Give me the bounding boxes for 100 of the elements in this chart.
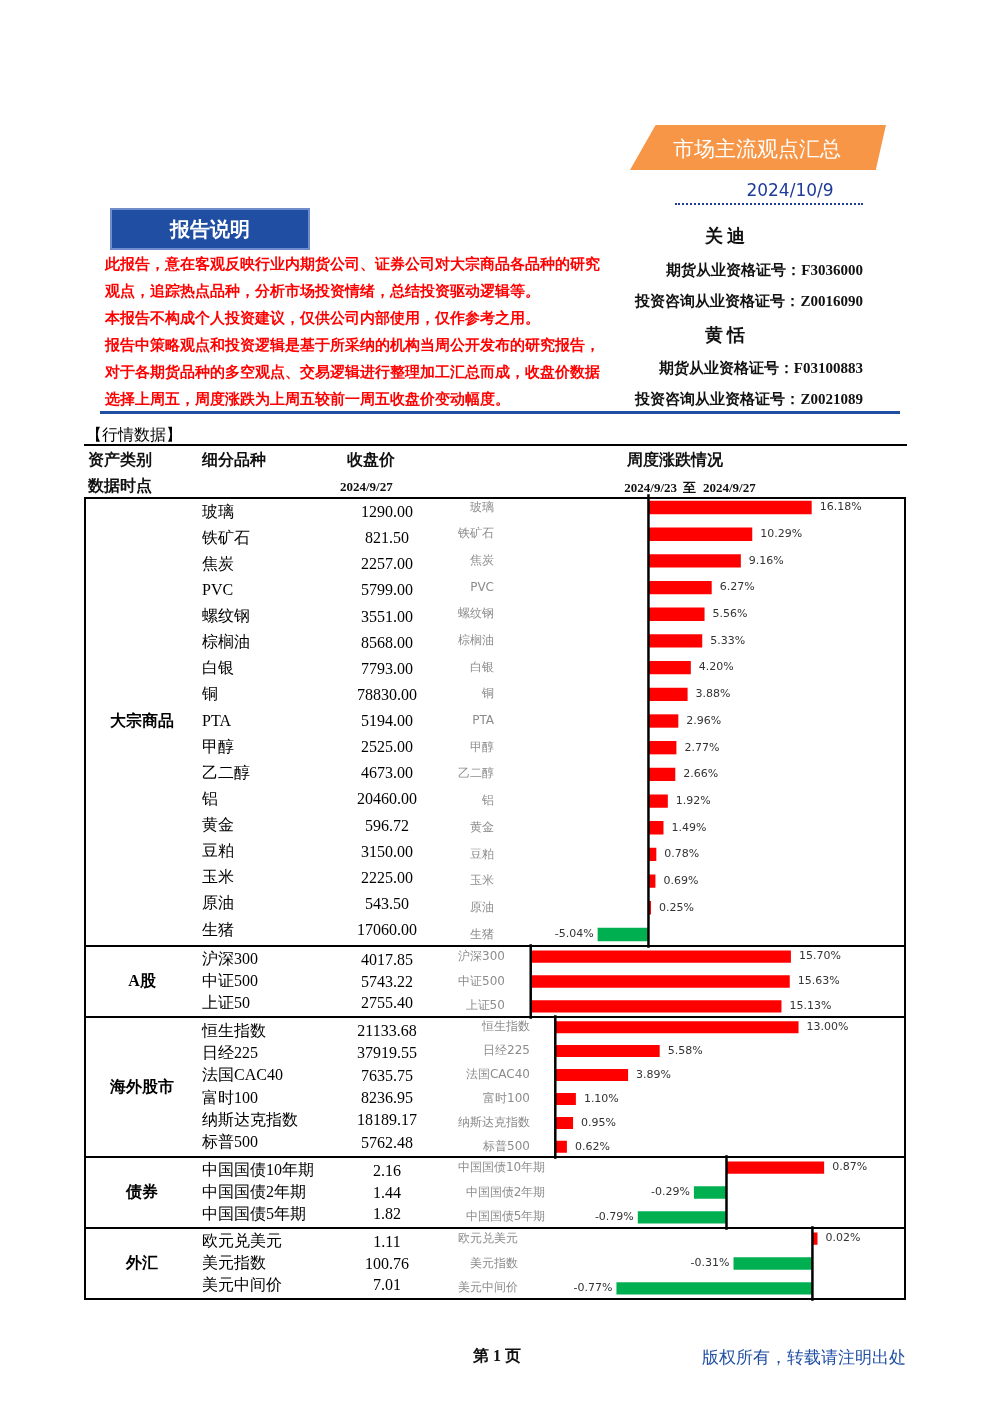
y-tick-label: 富时100 bbox=[202, 1087, 259, 1108]
text: 3551.00 bbox=[360, 607, 414, 626]
data-label: 5.56% bbox=[712, 607, 748, 621]
y-tick-label: 中证500 bbox=[202, 971, 259, 991]
category-label: 原油 bbox=[470, 899, 494, 914]
text: 7635.75 bbox=[360, 1066, 414, 1085]
y-tick-label: 标普500 bbox=[202, 1132, 259, 1153]
data-label: 0.95% bbox=[581, 1115, 617, 1129]
y-tick-label: 美元指数 bbox=[202, 1253, 267, 1273]
y-tick-label: 白银 bbox=[202, 658, 235, 679]
y-tick-label: 焦炭 bbox=[202, 553, 235, 574]
category-label: 白银 bbox=[470, 659, 494, 674]
text: 1290.00 bbox=[360, 503, 414, 522]
text: 5799.00 bbox=[360, 581, 414, 600]
category-label: 铁矿石 bbox=[458, 526, 494, 541]
text: 收盘价 bbox=[347, 450, 395, 470]
category-label: 甲醇 bbox=[470, 739, 494, 754]
category-label: 中证500 bbox=[458, 973, 505, 988]
data-label: 2.96% bbox=[686, 713, 722, 727]
category-label: 生猪 bbox=[470, 926, 494, 941]
data-label: 0.02% bbox=[825, 1231, 861, 1245]
text: 期货从业资格证号：F3036000 bbox=[666, 261, 863, 280]
text: 关 迪 bbox=[703, 225, 747, 248]
text: 21133.68 bbox=[356, 1022, 418, 1041]
data-label: 0.69% bbox=[663, 873, 699, 887]
y-tick-label: 日经225 bbox=[202, 1043, 259, 1063]
y-tick-label: 原油 bbox=[202, 893, 235, 914]
y-tick-label: 铝 bbox=[202, 788, 219, 809]
y-tick-label: 豆粕 bbox=[202, 841, 235, 862]
category-label: 螺纹钢 bbox=[458, 606, 494, 621]
category-label: 中国国债10年期 bbox=[457, 1159, 546, 1174]
text: 第 1 页 bbox=[472, 1346, 522, 1366]
text: 4017.85 bbox=[360, 950, 414, 969]
y-tick-label: 中国国债10年期 bbox=[202, 1160, 315, 1181]
y-axis-title: A股 bbox=[127, 971, 157, 991]
y-tick-label: 生猪 bbox=[202, 919, 235, 940]
text: 7793.00 bbox=[360, 659, 414, 678]
y-axis-title: 海外股市 bbox=[109, 1076, 175, 1097]
category-label: 黄金 bbox=[470, 819, 494, 834]
y-tick-label: 铜 bbox=[202, 684, 219, 705]
y-tick-label: 美元中间价 bbox=[202, 1274, 283, 1295]
category-label: 欧元兑美元 bbox=[458, 1230, 518, 1245]
text: 2024/9/27 bbox=[340, 479, 393, 495]
y-tick-label: 中国国债5年期 bbox=[202, 1203, 307, 1224]
text: 黄 恬 bbox=[703, 324, 747, 347]
y-tick-label: 沪深300 bbox=[202, 949, 259, 970]
text: 2755.40 bbox=[360, 994, 414, 1013]
text: 细分品种 bbox=[202, 450, 266, 470]
text: 5194.00 bbox=[360, 712, 414, 731]
y-tick-label: 纳斯达克指数 bbox=[202, 1109, 299, 1130]
y-tick-label: PTA bbox=[202, 712, 232, 731]
text: 周度涨跌情况 bbox=[626, 450, 724, 470]
data-label: -0.29% bbox=[651, 1185, 690, 1199]
y-tick-label: 欧元兑美元 bbox=[202, 1231, 283, 1252]
text: 5762.48 bbox=[360, 1133, 414, 1152]
y-tick-label: 上证50 bbox=[202, 992, 251, 1013]
category-label: 标普500 bbox=[483, 1138, 530, 1153]
data-label: 16.18% bbox=[819, 500, 862, 514]
text: 报告说明 bbox=[110, 208, 310, 250]
data-label: 15.70% bbox=[798, 949, 841, 963]
category-label: 纳斯达克指数 bbox=[458, 1115, 530, 1130]
category-label: 恒生指数 bbox=[482, 1019, 530, 1034]
text: 2.16 bbox=[372, 1161, 402, 1180]
y-axis-title: 债券 bbox=[124, 1182, 159, 1202]
data-label: 0.25% bbox=[658, 900, 694, 914]
category-label: 沪深300 bbox=[458, 948, 505, 963]
y-tick-label: 中国国债2年期 bbox=[202, 1182, 307, 1202]
y-tick-label: 玻璃 bbox=[202, 501, 235, 522]
text: 资产类别 bbox=[88, 450, 152, 470]
category-label: 法国CAC40 bbox=[465, 1067, 530, 1082]
data-label: 13.00% bbox=[806, 1020, 849, 1034]
text: 2225.00 bbox=[360, 868, 414, 887]
text: 2525.00 bbox=[360, 738, 414, 757]
category-label: 玻璃 bbox=[470, 499, 494, 514]
y-tick-label: 恒生指数 bbox=[202, 1020, 267, 1041]
text: 2024/10/9 bbox=[745, 180, 835, 200]
category-label: 美元指数 bbox=[470, 1255, 518, 1270]
data-label: 5.33% bbox=[710, 633, 746, 647]
category-label: 中国国债2年期 bbox=[465, 1184, 546, 1199]
data-label: -0.79% bbox=[594, 1210, 634, 1224]
y-tick-label: 乙二醇 bbox=[202, 762, 251, 783]
y-tick-label: 棕榈油 bbox=[202, 632, 251, 653]
text: 3150.00 bbox=[360, 842, 414, 861]
category-label: 乙二醇 bbox=[458, 766, 494, 781]
text: 20460.00 bbox=[356, 790, 418, 809]
text: 8568.00 bbox=[360, 633, 414, 652]
category-label: 棕榈油 bbox=[458, 633, 494, 648]
text: 本报告不构成个人投资建议，仅供公司内部使用，仅作参考之用。 bbox=[105, 309, 541, 328]
y-tick-label: PVC bbox=[202, 581, 235, 600]
category-label: 铝 bbox=[482, 793, 494, 808]
y-tick-label: 玉米 bbox=[202, 867, 235, 888]
text: 17060.00 bbox=[356, 921, 418, 940]
text: 4673.00 bbox=[360, 764, 414, 783]
category-label: 日经225 bbox=[483, 1043, 530, 1058]
data-label: 9.16% bbox=[748, 553, 784, 567]
text: 8236.95 bbox=[360, 1089, 414, 1108]
text: 18189.17 bbox=[356, 1111, 418, 1130]
data-label: 0.62% bbox=[574, 1139, 610, 1153]
y-axis-title: 大宗商品 bbox=[109, 710, 175, 731]
data-label: 3.88% bbox=[695, 687, 731, 701]
